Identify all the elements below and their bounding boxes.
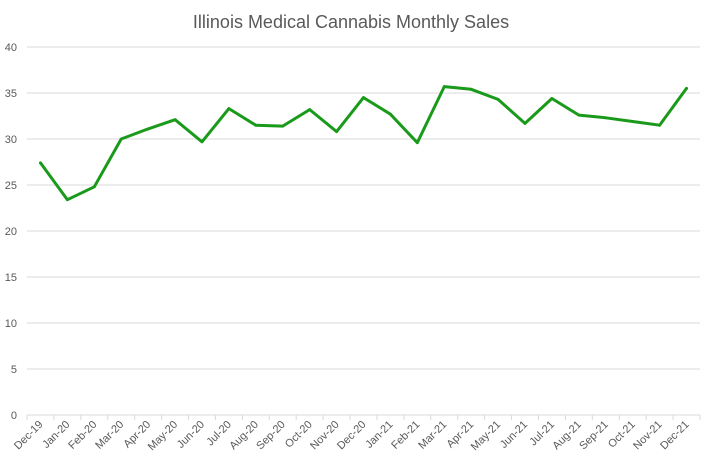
data-point (281, 124, 285, 128)
x-tick-label: Dec-20 (335, 419, 369, 453)
x-tick-label: May-20 (146, 419, 180, 453)
y-tick-label: 10 (5, 318, 17, 330)
x-tick-label: Mar-20 (93, 419, 126, 452)
x-tick-label: Feb-20 (66, 419, 99, 452)
gridlines (27, 46, 700, 416)
y-tick-label: 0 (11, 410, 17, 422)
y-tick-label: 40 (5, 42, 17, 54)
data-point (200, 140, 204, 144)
x-tick-label: Feb-21 (389, 419, 422, 452)
y-tick-label: 30 (5, 134, 17, 146)
data-point (308, 108, 312, 111)
y-tick-label: 15 (5, 272, 17, 284)
data-point (335, 130, 338, 134)
x-tick-label: Aug-21 (550, 419, 584, 453)
data-point (658, 123, 662, 127)
x-tick-label: Sep-20 (254, 419, 288, 453)
y-tick-label: 25 (5, 180, 17, 192)
x-tick-label: Sep-21 (577, 419, 611, 453)
x-tick-label: Jun-20 (175, 419, 207, 451)
data-point (92, 185, 96, 189)
data-point (65, 198, 69, 202)
data-point (362, 96, 365, 99)
data-point (550, 97, 554, 100)
y-tick-label: 35 (5, 88, 17, 100)
x-tick-label: Dec-19 (12, 419, 46, 453)
x-tick-label: Jan-20 (40, 419, 72, 451)
x-tick-label: Mar-21 (416, 419, 449, 452)
data-point (631, 120, 635, 123)
x-tick-label: May-21 (469, 419, 503, 453)
data-point (415, 141, 419, 145)
x-tick-label: Aug-20 (227, 419, 261, 453)
y-tick-label: 5 (11, 364, 17, 376)
data-point (685, 87, 688, 90)
x-tick-label: Dec-21 (658, 419, 692, 453)
data-point (469, 87, 473, 91)
y-tick-label: 20 (5, 226, 17, 238)
data-point (389, 112, 392, 116)
data-point (173, 118, 177, 122)
data-point (254, 123, 258, 127)
chart-title: Illinois Medical Cannabis Monthly Sales (193, 12, 509, 32)
data-point (146, 127, 150, 131)
data-point (39, 161, 42, 165)
series-group (39, 85, 688, 202)
data-point (577, 113, 581, 117)
x-tick-label: Jun-21 (498, 419, 530, 451)
x-tick-label: Nov-21 (631, 419, 665, 453)
x-axis: Dec-19Jan-20Feb-20Mar-20Apr-20May-20Jun-… (12, 415, 701, 453)
data-point (119, 137, 123, 141)
y-axis-ticks: 0 5 10 15 20 25 30 35 40 (5, 42, 17, 422)
data-point (604, 116, 608, 120)
x-tick-label: Nov-20 (308, 419, 342, 453)
data-point (496, 98, 500, 101)
data-point (227, 107, 231, 111)
data-point (442, 85, 446, 88)
series-line (39, 85, 688, 202)
data-point (523, 121, 527, 125)
